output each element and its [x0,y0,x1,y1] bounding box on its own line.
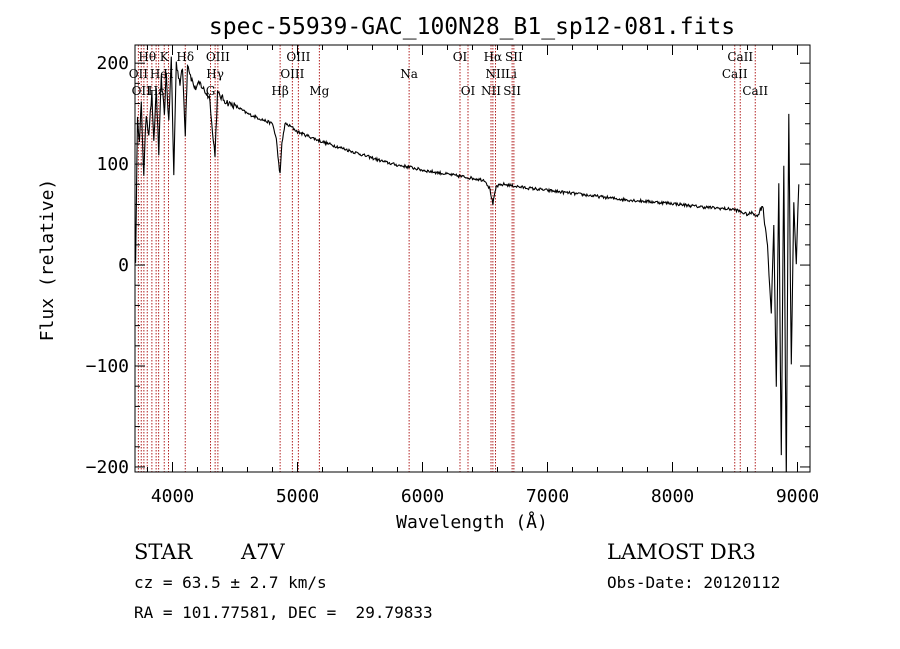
line-label-0: Hθ [138,50,156,64]
plot-frame [134,44,811,473]
radec-text: RA = 101.77581, DEC = 29.79833 [134,603,433,622]
spectrum-line [135,56,800,472]
line-label-11: H [163,67,173,81]
line-label-18: OII [132,84,152,98]
line-label-1: K [160,50,170,64]
spectrum-trace [135,56,800,472]
object-subclass: A7V [241,540,285,564]
line-label-21: Hβ [271,84,288,98]
line-label-23: OI [461,84,476,98]
line-label-8: CaII [727,50,753,64]
y-tick-label-0: −200 [86,457,129,478]
line-label-22: Mg [309,84,329,98]
line-label-5: OI [453,50,468,64]
x-tick-label-2: 6000 [401,486,444,507]
y-tick-label-2: 0 [118,255,129,276]
line-label-15: NII [486,67,506,81]
object-class: STAR [134,540,193,564]
obs-date-text: Obs-Date: 20120112 [607,573,781,592]
line-label-13: OIII [280,67,304,81]
chart-title: spec-55939-GAC_100N28_B1_sp12-081.fits [209,14,735,40]
y-axis-label: Flux (relative) [37,179,58,342]
x-tick-label-0: 4000 [151,486,194,507]
x-axis-label: Wavelength (Å) [396,511,548,533]
y-tick-label-1: −100 [86,356,129,377]
line-label-20: G [206,84,216,98]
line-label-16: Li [505,67,517,81]
x-tick-label-5: 9000 [776,486,819,507]
survey-label: LAMOST DR3 [607,540,756,564]
line-label-17: CaII [722,67,748,81]
line-label-7: SII [505,50,523,64]
line-label-25: SII [503,84,521,98]
x-tick-label-1: 5000 [276,486,319,507]
line-label-4: OIII [286,50,310,64]
y-tick-label-4: 200 [96,53,129,74]
line-label-14: Na [400,67,418,81]
x-tick-label-3: 7000 [526,486,569,507]
x-tick-label-4: 8000 [651,486,694,507]
x-axis-ticks: 4000 5000 6000 7000 8000 9000 [147,45,819,507]
line-label-2: Hδ [176,50,194,64]
y-tick-label-3: 100 [96,154,129,175]
emission-line-markers [137,45,756,472]
line-label-6: Hα [484,50,503,64]
line-label-10: He [150,67,168,81]
line-label-3: OIII [206,50,230,64]
line-label-24: NII [481,84,501,98]
redshift-text: cz = 63.5 ± 2.7 km/s [134,573,327,592]
y-axis-ticks: −200 −100 0 100 200 [86,53,810,478]
line-label-12: Hγ [206,67,224,81]
line-label-26: CaII [742,84,768,98]
line-label-9: OII [129,67,149,81]
